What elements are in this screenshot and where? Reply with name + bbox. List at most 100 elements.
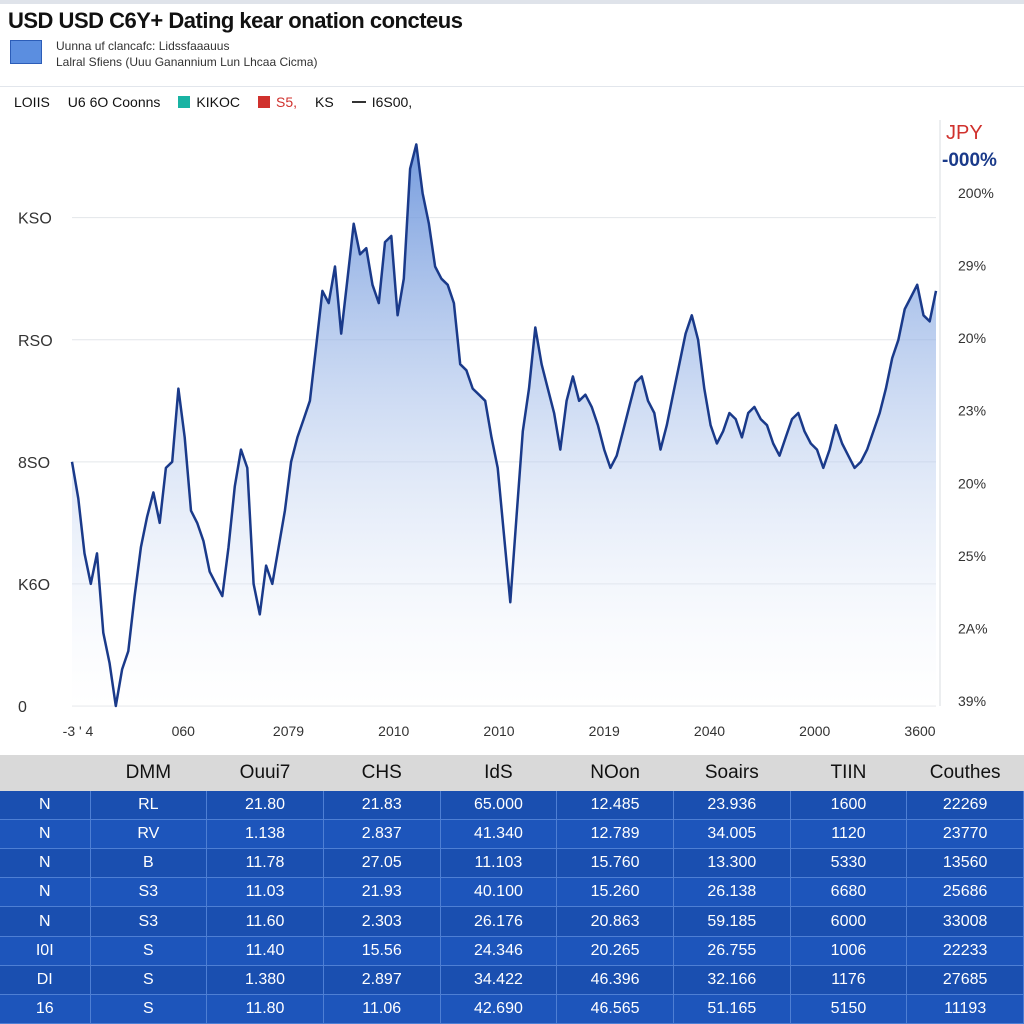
table-cell: 20.863 bbox=[556, 906, 674, 937]
column-header[interactable]: DMM bbox=[90, 755, 207, 791]
series-item-0-label: U6 6O Coonns bbox=[67, 94, 161, 110]
series-item-3[interactable]: KS bbox=[315, 94, 334, 110]
table-cell: 1.380 bbox=[206, 965, 324, 995]
table-cell: 59.185 bbox=[673, 906, 791, 937]
table-cell: 2.897 bbox=[323, 965, 441, 995]
teal-swatch-icon bbox=[178, 96, 191, 108]
column-header[interactable]: NOon bbox=[556, 755, 674, 791]
table-cell: 15.260 bbox=[556, 877, 674, 908]
x-tick-label: 2010 bbox=[378, 723, 409, 739]
table-cell: 13560 bbox=[906, 848, 1024, 879]
table-cell: 51.165 bbox=[673, 994, 791, 1024]
y-right-tick-label: 20% bbox=[958, 475, 986, 491]
column-header[interactable]: Soairs bbox=[673, 755, 791, 791]
table-cell: S bbox=[90, 965, 208, 995]
x-tick-label: 2000 bbox=[799, 723, 830, 739]
legend-desc-line1: Uunna uf clancafc: Lidssfaaauus bbox=[56, 39, 230, 53]
right-axis-change: -000% bbox=[942, 150, 997, 171]
table-row[interactable]: DI S 1.380 2.897 34.422 46.396 32.166 1176 27685 bbox=[0, 965, 1024, 995]
series-item-1[interactable]: KIKOC bbox=[178, 94, 240, 110]
top-frame-line bbox=[0, 0, 1024, 4]
table-row[interactable]: I0I S 11.40 15.56 24.346 20.265 26.755 1006 2223… bbox=[0, 936, 1024, 966]
table-cell: 11.06 bbox=[323, 994, 441, 1024]
table-cell: B bbox=[90, 848, 208, 879]
table-cell: 11.80 bbox=[206, 994, 324, 1024]
table-cell: 21.93 bbox=[323, 877, 441, 908]
table-cell: 20.265 bbox=[556, 936, 674, 966]
table-cell: 11193 bbox=[906, 994, 1024, 1024]
y-right-tick-label: 25% bbox=[958, 548, 986, 564]
table-cell: 16 bbox=[0, 994, 91, 1024]
table-cell: 27.05 bbox=[323, 848, 441, 879]
table-row[interactable]: 16 S 11.80 11.06 42.690 46.565 51.165 5150 11193 bbox=[0, 994, 1024, 1024]
table-cell: N bbox=[0, 848, 91, 879]
table-cell: 23770 bbox=[906, 819, 1024, 850]
column-header[interactable]: CHS bbox=[323, 755, 441, 791]
table-cell: 26.176 bbox=[440, 906, 558, 937]
table-cell: 12.789 bbox=[556, 819, 674, 850]
table-row[interactable]: N B 11.78 27.05 11.103 15.760 13.300 5330 13560 bbox=[0, 848, 1024, 879]
y-right-tick-label: 20% bbox=[958, 330, 986, 346]
table-cell: 5150 bbox=[790, 994, 908, 1024]
y-tick-label: RSO bbox=[18, 333, 53, 350]
x-tick-label: 2019 bbox=[589, 723, 620, 739]
table-cell: 23.936 bbox=[673, 791, 791, 821]
chart-title: USD USD C6Y+ Dating kear onation concteu… bbox=[8, 8, 463, 33]
data-table: DMM Ouui7 CHS IdS NOon Soairs TIIN Couthes N RL 2… bbox=[0, 755, 1024, 1024]
x-tick-label: -3 ' 4 bbox=[63, 723, 94, 739]
table-cell: 2.303 bbox=[323, 906, 441, 937]
table-cell: 1176 bbox=[790, 965, 908, 995]
y-right-tick-label: 39% bbox=[958, 693, 986, 709]
table-row[interactable]: N S3 11.60 2.303 26.176 20.863 59.185 6000 33008 bbox=[0, 906, 1024, 937]
y-tick-label: 0 bbox=[18, 699, 27, 716]
column-header[interactable]: Ouui7 bbox=[206, 755, 324, 791]
table-cell: S bbox=[90, 994, 208, 1024]
legend-desc-line2: Lalral Sfiens (Uuu Ganannium Lun Lhcaa C… bbox=[56, 55, 318, 69]
table-cell: 26.138 bbox=[673, 877, 791, 908]
x-tick-label: 2079 bbox=[273, 723, 304, 739]
table-cell: 1.138 bbox=[206, 819, 324, 850]
column-header[interactable]: Couthes bbox=[906, 755, 1024, 791]
table-cell: 40.100 bbox=[440, 877, 558, 908]
table-cell: 11.103 bbox=[440, 848, 558, 879]
table-cell: 41.340 bbox=[440, 819, 558, 850]
y-tick-label: KSO bbox=[18, 211, 52, 228]
table-cell: 65.000 bbox=[440, 791, 558, 821]
table-row[interactable]: N S3 11.03 21.93 40.100 15.260 26.138 6680 25686 bbox=[0, 877, 1024, 908]
table-cell: 2.837 bbox=[323, 819, 441, 850]
table-cell: RV bbox=[90, 819, 208, 850]
table-row[interactable]: N RL 21.80 21.83 65.000 12.485 23.936 1600 22269 bbox=[0, 791, 1024, 821]
series-item-2-label: S5, bbox=[275, 94, 297, 110]
table-cell: 11.78 bbox=[206, 848, 324, 879]
table-cell: DI bbox=[0, 965, 91, 995]
series-item-4[interactable]: I6S00, bbox=[351, 94, 412, 110]
table-cell: 11.40 bbox=[206, 936, 324, 966]
table-cell: 22233 bbox=[906, 936, 1024, 966]
legend-swatch bbox=[10, 40, 42, 64]
table-cell: 33008 bbox=[906, 906, 1024, 937]
table-cell: 21.83 bbox=[323, 791, 441, 821]
table-cell: I0I bbox=[0, 936, 91, 966]
x-tick-label: 3600 bbox=[904, 723, 935, 739]
table-cell: 34.422 bbox=[440, 965, 558, 995]
table-cell: 21.80 bbox=[206, 791, 324, 821]
column-header[interactable] bbox=[0, 755, 90, 791]
table-cell: 12.485 bbox=[556, 791, 674, 821]
series-item-2[interactable]: S5, bbox=[257, 94, 297, 110]
table-cell: 6680 bbox=[790, 877, 908, 908]
table-cell: N bbox=[0, 791, 91, 821]
table-cell: 32.166 bbox=[673, 965, 791, 995]
column-header[interactable]: IdS bbox=[440, 755, 557, 791]
x-tick-label: 060 bbox=[172, 723, 196, 739]
series-line bbox=[70, 143, 938, 708]
x-tick-label: 2040 bbox=[694, 723, 725, 739]
table-cell: 24.346 bbox=[440, 936, 558, 966]
table-cell: 25686 bbox=[906, 877, 1024, 908]
table-row[interactable]: N RV 1.138 2.837 41.340 12.789 34.005 1120 23770 bbox=[0, 819, 1024, 850]
header-separator bbox=[0, 86, 1024, 87]
series-item-0[interactable]: U6 6O Coonns bbox=[68, 94, 161, 110]
column-header[interactable]: TIIN bbox=[790, 755, 907, 791]
x-axis: -3 ' 4 060 2079 2010 2010 2019 2040 2000 3600 bbox=[63, 723, 936, 739]
series-item-3-label: KS bbox=[315, 94, 334, 110]
